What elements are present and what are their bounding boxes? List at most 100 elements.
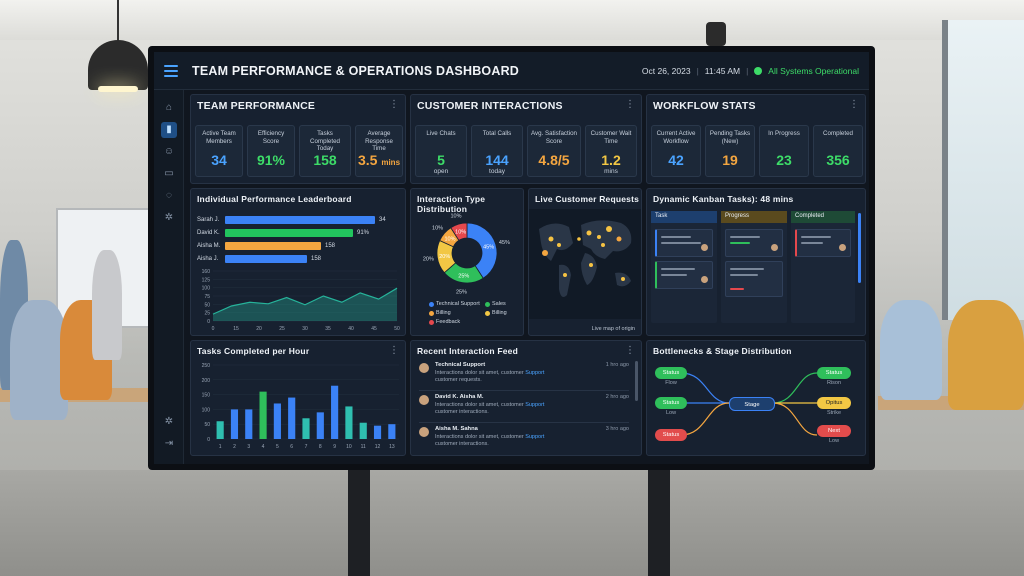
x-tick-label: 12 bbox=[375, 444, 381, 450]
feed-link[interactable]: Support bbox=[525, 434, 545, 440]
chat-icon[interactable]: ◌ bbox=[166, 190, 172, 201]
kanban-card[interactable] bbox=[795, 229, 851, 257]
avatar bbox=[701, 244, 708, 251]
world-map bbox=[529, 209, 641, 319]
gear-icon[interactable]: ✲ bbox=[164, 212, 174, 223]
kanban-card[interactable] bbox=[725, 261, 783, 297]
bar bbox=[216, 421, 224, 439]
kpi-satisfaction: Avg. Satisfaction Score 4.8/5 bbox=[527, 125, 581, 177]
customer-interactions-panel: CUSTOMER INTERACTIONS ⋮ Live Chats 5 ope… bbox=[410, 94, 642, 184]
more-icon[interactable]: ⋮ bbox=[849, 99, 859, 110]
kanban-card[interactable] bbox=[655, 261, 713, 289]
team-performance-panel: TEAM PERFORMANCE ⋮ Active Team Members 3… bbox=[190, 94, 406, 184]
leaderboard-name: Aisha M. bbox=[197, 243, 221, 249]
more-icon[interactable]: ⋮ bbox=[389, 99, 399, 110]
feed-time: 1 hro ago bbox=[605, 362, 629, 368]
x-tick-label: 13 bbox=[389, 444, 395, 450]
y-tick-label: 50 bbox=[204, 422, 210, 428]
slice-outer-label: 10% bbox=[432, 225, 443, 231]
avatar bbox=[419, 427, 429, 437]
flow-node-opitus[interactable]: Opitus bbox=[817, 397, 851, 409]
feed-name: David K. Aisha M. bbox=[435, 394, 484, 400]
x-tick-label: 4 bbox=[262, 444, 265, 450]
flow-node-status-red[interactable]: Status bbox=[655, 429, 687, 441]
system-status: All Systems Operational bbox=[768, 65, 859, 76]
feed-link[interactable]: Support bbox=[525, 370, 545, 376]
inbox-icon[interactable]: ▭ bbox=[164, 168, 174, 179]
flow-node-sublabel: Low bbox=[665, 410, 677, 416]
person-left-4 bbox=[92, 250, 122, 360]
panel-title: Interaction Type Distribution bbox=[417, 194, 486, 214]
leaderboard-value: 158 bbox=[325, 243, 336, 249]
bar bbox=[359, 422, 367, 439]
panel-title: Individual Performance Leaderboard bbox=[197, 194, 352, 204]
kpi-active-members: Active Team Members 34 bbox=[195, 125, 243, 177]
feed-link[interactable]: Support bbox=[525, 402, 545, 408]
x-tick-label: 8 bbox=[319, 444, 322, 450]
panel-title: CUSTOMER INTERACTIONS bbox=[417, 100, 563, 112]
slice-label: 25% bbox=[458, 273, 469, 279]
users-icon[interactable]: ☺ bbox=[163, 146, 175, 157]
bar bbox=[288, 397, 296, 439]
kpi-label: Pending Tasks (New) bbox=[709, 130, 751, 145]
floor bbox=[0, 470, 1024, 576]
x-tick-label: 0 bbox=[212, 326, 215, 332]
feed-text: Interactions dolor sit amet, customer Su… bbox=[435, 370, 565, 384]
flow-node-status-out[interactable]: Status bbox=[817, 367, 851, 379]
kpi-sub: today bbox=[489, 168, 505, 175]
flow-node-status-flow[interactable]: Status bbox=[655, 367, 687, 379]
flow-node-sublabel: Rison bbox=[826, 380, 842, 386]
feed-text: Interactions dolor sit amet, customer Su… bbox=[435, 434, 565, 448]
feed-item[interactable]: Technical Support Interactions dolor sit… bbox=[419, 361, 629, 391]
feed-name: Aisha M. Sahna bbox=[435, 426, 478, 432]
kanban-column-header: Completed bbox=[791, 211, 855, 223]
flow-node-sublabel: Flow bbox=[665, 380, 677, 386]
kpi-pending-tasks: Pending Tasks (New) 19 bbox=[705, 125, 755, 177]
kpi-label: Live Chats bbox=[426, 130, 456, 137]
kanban-column-progress[interactable]: Progress bbox=[721, 211, 787, 323]
slice-label: 45% bbox=[483, 245, 494, 251]
leaderboard-bar bbox=[225, 255, 307, 263]
logout-icon[interactable]: ⇥ bbox=[164, 438, 174, 449]
sidebar: ⌂ ▮ ☺ ▭ ◌ ✲ ✲ ⇥ bbox=[154, 90, 184, 464]
legend-item: Feedback bbox=[429, 319, 460, 325]
kpi-sub: open bbox=[433, 168, 449, 175]
kanban-column-task[interactable]: Task bbox=[651, 211, 717, 323]
legend-swatch bbox=[429, 310, 434, 316]
flow-node-status-low[interactable]: Status bbox=[655, 397, 687, 409]
bar bbox=[331, 385, 339, 439]
feed-item[interactable]: David K. Aisha M. Interactions dolor sit… bbox=[419, 393, 629, 423]
bar bbox=[302, 418, 310, 439]
legend-swatch bbox=[429, 301, 434, 307]
analytics-icon[interactable]: ▮ bbox=[161, 122, 177, 138]
kanban-card[interactable] bbox=[655, 229, 713, 257]
y-tick-label: 0 bbox=[207, 319, 210, 325]
feed-scrollbar[interactable] bbox=[635, 361, 638, 401]
feed-item[interactable]: Aisha M. Sahna Interactions dolor sit am… bbox=[419, 425, 629, 455]
x-tick-label: 11 bbox=[361, 444, 366, 450]
legend-label: Billing bbox=[492, 310, 507, 316]
more-icon[interactable]: ⋮ bbox=[625, 99, 635, 110]
more-icon[interactable]: ⋮ bbox=[625, 345, 635, 356]
menu-icon[interactable] bbox=[164, 64, 178, 77]
header-status: Oct 26, 2023 | 11:45 AM | All Systems Op… bbox=[642, 66, 859, 76]
kpi-value: 144 bbox=[485, 152, 509, 168]
home-icon[interactable]: ⌂ bbox=[165, 102, 173, 113]
slice-outer-label: 10% bbox=[451, 214, 462, 220]
workflow-stats-panel: WORKFLOW STATS ⋮ Current Active Workflow… bbox=[646, 94, 866, 184]
stand-leg-right bbox=[648, 470, 670, 576]
kanban-scrollbar[interactable] bbox=[858, 213, 861, 283]
feed-text-post: customer requests. bbox=[435, 377, 482, 383]
more-icon[interactable]: ⋮ bbox=[389, 345, 399, 356]
kanban-column-completed[interactable]: Completed bbox=[791, 211, 855, 323]
pendant-lamp bbox=[88, 0, 148, 98]
flow-node-stage[interactable]: Stage bbox=[729, 397, 775, 411]
settings-icon[interactable]: ✲ bbox=[164, 416, 174, 427]
leaderboard-bar bbox=[225, 242, 321, 250]
kanban-card[interactable] bbox=[725, 229, 783, 257]
kpi-value: 356 bbox=[826, 152, 850, 168]
kpi-sub: mins bbox=[604, 168, 618, 175]
flow-node-next[interactable]: Next bbox=[817, 425, 851, 437]
y-tick-label: 200 bbox=[202, 378, 211, 384]
legend-swatch bbox=[485, 310, 490, 316]
